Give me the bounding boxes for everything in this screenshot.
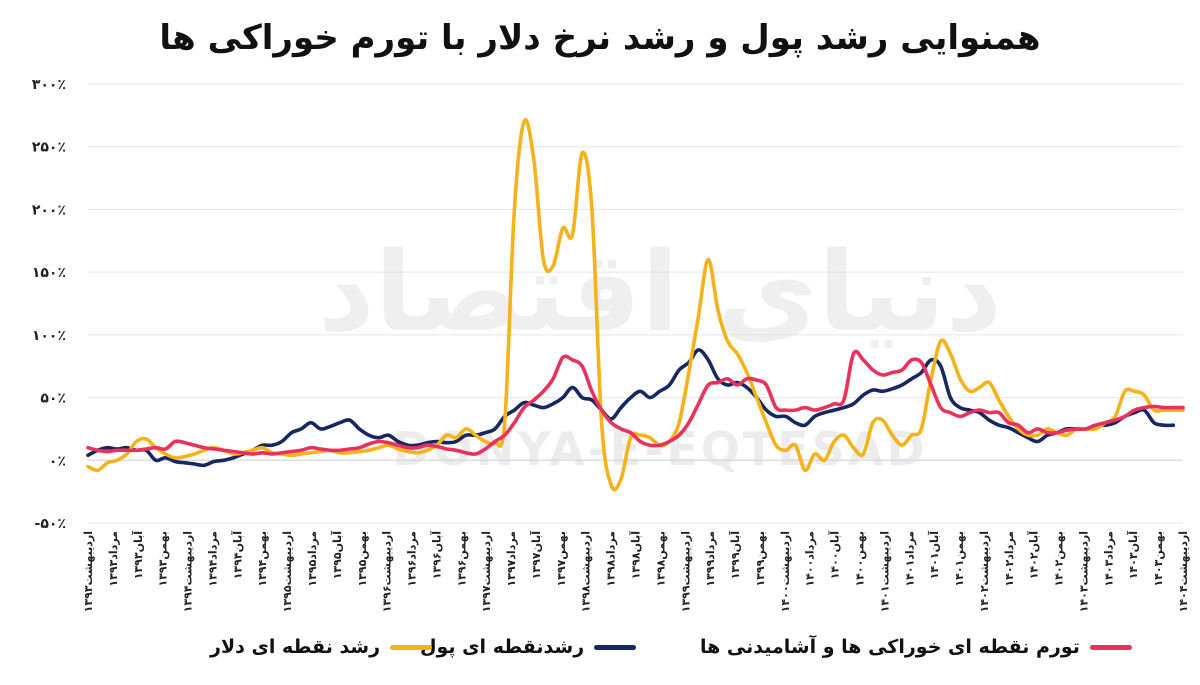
legend-swatch-dollar-growth: [390, 644, 433, 650]
y-tick-label: ۱۵۰٪: [32, 265, 66, 281]
x-tick-label: آبان۱۳۹۸: [629, 531, 643, 580]
x-tick-label: آبان۱۴۰۳: [1126, 531, 1140, 580]
y-tick-label: ۵۰٪: [40, 391, 66, 407]
legend: تورم نقطه ای خوراکی ها و آشامیدنی ها رشد…: [0, 636, 1200, 676]
x-tick-label: اردیبهشت۱۳۹۴: [182, 531, 195, 612]
y-axis-ticks: -۵۰٪ ۰٪ ۵۰٪ ۱۰۰٪ ۱۵۰٪ ۲۰۰٪ ۲۵۰٪ ۳۰۰٪: [32, 77, 66, 532]
x-tick-label: مرداد۱۳۹۶: [406, 531, 419, 587]
x-tick-label: مرداد۱۴۰۲: [1003, 531, 1016, 587]
y-tick-label: ۲۵۰٪: [32, 140, 66, 156]
x-tick-label: اردیبهشت۱۳۹۵: [281, 531, 294, 612]
series-line-food-inflation: [86, 349, 1185, 456]
x-tick-label: مرداد۱۳۹۳: [107, 531, 120, 587]
x-tick-label: آبان۱۳۹۴: [230, 531, 244, 580]
series-line-money-growth: [86, 348, 1176, 468]
x-tick-label: بهمن۱۴۰۱: [953, 531, 966, 587]
series-layer: [86, 118, 1185, 492]
x-tick-label: آبان۱۴۰۱: [927, 531, 941, 580]
x-tick-label: آبان۱۳۹۹: [728, 531, 742, 580]
x-tick-label: مرداد۱۳۹۴: [206, 531, 219, 587]
x-tick-label: اردیبهشت۱۳۹۶: [381, 531, 394, 612]
x-tick-label: مرداد۱۴۰۱: [903, 531, 916, 587]
x-tick-label: اردیبهشت۱۴۰۱: [878, 531, 891, 612]
x-tick-label: آبان۱۳۹۶: [429, 531, 443, 580]
x-tick-label: مرداد۱۴۰۰: [804, 531, 817, 587]
legend-item-money-growth: رشدنقطه ای پول: [420, 636, 637, 658]
legend-label-money-growth: رشدنقطه ای پول: [420, 636, 585, 658]
y-tick-label: ۱۰۰٪: [32, 328, 66, 344]
x-tick-label: اردیبهشت۱۴۰۰: [779, 531, 792, 612]
x-tick-label: اردیبهشت۱۴۰۳: [1077, 531, 1090, 612]
x-tick-label: اردیبهشت۱۳۹۳: [82, 531, 95, 612]
x-tick-label: آبان۱۴۰۲: [1027, 531, 1041, 580]
x-tick-label: مرداد۱۳۹۹: [704, 531, 717, 587]
chart-title: همنوایی رشد پول و رشد نرخ دلار با تورم خ…: [159, 18, 1041, 58]
x-tick-label: بهمن۱۴۰۰: [853, 531, 866, 587]
legend-label-food-inflation: تورم نقطه ای خوراکی ها و آشامیدنی ها: [700, 636, 1080, 658]
x-tick-label: بهمن۱۳۹۸: [654, 531, 667, 587]
y-tick-label: -۵۰٪: [35, 516, 66, 532]
x-tick-label: مرداد۱۳۹۵: [306, 531, 319, 587]
x-tick-label: اردیبهشت۱۳۹۹: [679, 531, 692, 612]
x-tick-label: آبان۱۴۰۰: [828, 531, 842, 580]
y-tick-label: ۰٪: [49, 453, 66, 469]
x-tick-label: اردیبهشت۱۴۰۴: [1177, 531, 1190, 612]
x-tick-label: آبان۱۳۹۵: [330, 531, 344, 580]
y-tick-label: ۲۰۰٪: [32, 202, 66, 218]
x-tick-label: آبان۱۳۹۳: [131, 531, 145, 580]
x-tick-label: آبان۱۳۹۷: [529, 531, 543, 580]
x-tick-label: مرداد۱۳۹۸: [605, 531, 618, 587]
x-tick-label: بهمن۱۴۰۳: [1152, 531, 1165, 587]
x-tick-label: مرداد۱۴۰۳: [1102, 531, 1115, 587]
legend-swatch-money-growth: [594, 644, 637, 650]
x-tick-label: بهمن۱۳۹۹: [754, 531, 767, 587]
x-tick-label: اردیبهشت۱۳۹۷: [480, 531, 493, 612]
x-tick-label: بهمن۱۳۹۴: [256, 531, 269, 587]
x-axis-ticks: اردیبهشت۱۳۹۳ مرداد۱۳۹۳ آبان۱۳۹۳ بهمن۱۳۹۳ ارد…: [82, 531, 1190, 613]
y-tick-label: ۳۰۰٪: [32, 77, 66, 93]
x-tick-label: بهمن۱۳۹۵: [356, 531, 369, 587]
x-tick-label: بهمن۱۳۹۶: [455, 531, 468, 587]
x-tick-label: اردیبهشت۱۴۰۲: [978, 531, 991, 612]
x-tick-label: بهمن۱۳۹۷: [555, 531, 568, 587]
x-tick-label: اردیبهشت۱۳۹۸: [580, 531, 593, 612]
x-tick-label: مرداد۱۳۹۷: [505, 531, 518, 587]
x-tick-label: بهمن۱۳۹۳: [157, 531, 170, 587]
legend-item-dollar-growth: رشد نقطه ای دلار: [210, 636, 433, 658]
legend-label-dollar-growth: رشد نقطه ای دلار: [210, 636, 381, 658]
x-tick-label: بهمن۱۴۰۲: [1053, 531, 1066, 587]
legend-swatch-food-inflation: [1089, 644, 1132, 650]
legend-item-food-inflation: تورم نقطه ای خوراکی ها و آشامیدنی ها: [700, 636, 1132, 658]
grid-layer: [88, 83, 1183, 524]
